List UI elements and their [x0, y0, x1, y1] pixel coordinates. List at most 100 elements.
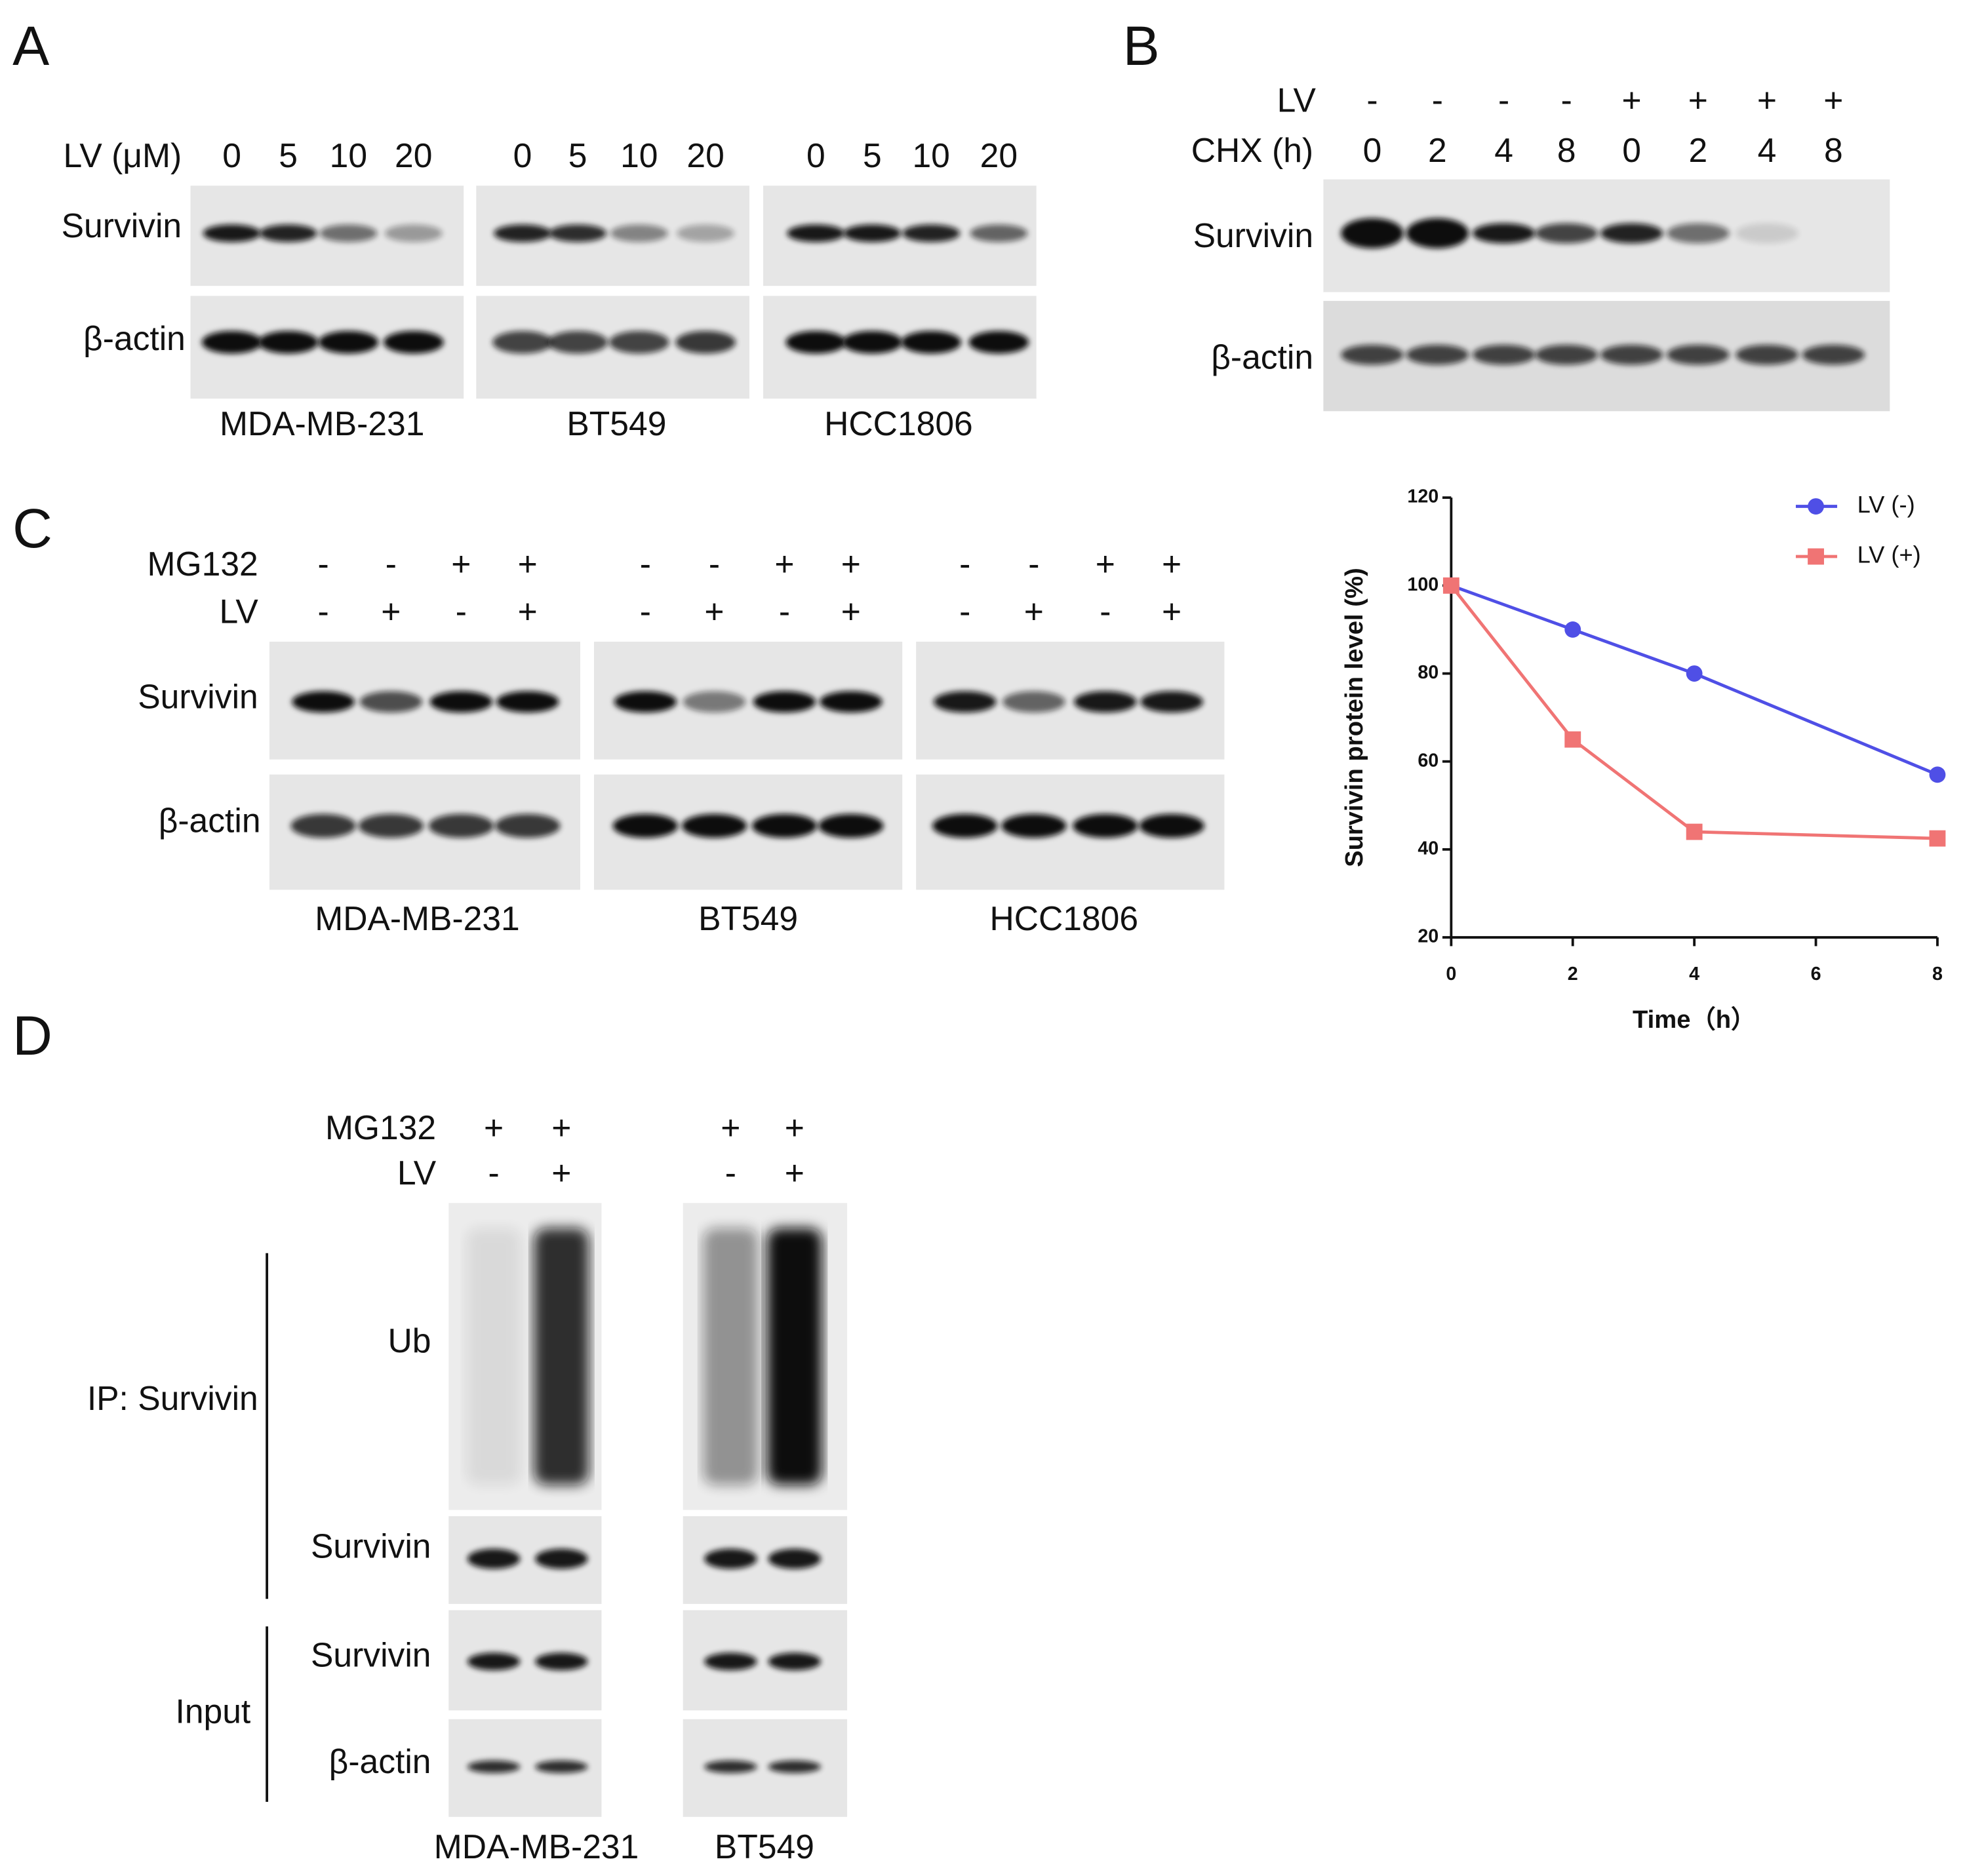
lane-label: 0 [806, 136, 825, 174]
row-label: Survivin [311, 1527, 431, 1565]
lane-label: + [785, 1108, 804, 1146]
lane-label: 10 [330, 136, 367, 174]
protein-band [258, 330, 319, 354]
lane-label: - [725, 1154, 736, 1192]
panel-label: C [12, 498, 52, 559]
ubiquitin-smear [466, 1228, 522, 1485]
lane-label: 20 [980, 136, 1018, 174]
cell-line-label: MDA-MB-231 [434, 1827, 639, 1866]
lane-label: + [518, 593, 538, 631]
protein-band [1139, 813, 1204, 838]
protein-band [704, 1760, 757, 1773]
ubiquitin-smear [766, 1228, 822, 1485]
lane-label: 5 [279, 136, 298, 174]
protein-band [1341, 218, 1404, 248]
protein-band [1073, 813, 1138, 838]
lane-label: 20 [395, 136, 432, 174]
protein-band [1074, 691, 1137, 713]
marker [1686, 665, 1703, 682]
protein-band [751, 813, 818, 838]
lane-label: + [1096, 545, 1115, 583]
lane-label: - [1432, 81, 1443, 119]
lane-label: 8 [1824, 131, 1843, 169]
protein-band [535, 1760, 588, 1773]
protein-band [1535, 344, 1598, 365]
treatment-label: MG132 [148, 545, 258, 583]
lane-label: 5 [863, 136, 882, 174]
lane-label: + [451, 545, 471, 583]
protein-band [1002, 691, 1065, 713]
lane-label: + [381, 593, 401, 631]
lane-label: - [1366, 81, 1378, 119]
protein-band [203, 224, 261, 243]
marker [1442, 577, 1459, 594]
lane-label: - [456, 593, 467, 631]
lane-label: + [1162, 545, 1181, 583]
lane-label: + [1162, 593, 1181, 631]
row-label: Survivin [138, 678, 258, 716]
lane-label: + [1757, 81, 1777, 119]
lane-label: 10 [620, 136, 658, 174]
protein-band [496, 691, 559, 713]
protein-band [704, 1652, 757, 1671]
cell-line-label: MDA-MB-231 [220, 404, 425, 442]
protein-band [494, 224, 551, 243]
section-label: Input [176, 1692, 251, 1730]
x-tick-label: 6 [1811, 964, 1821, 985]
protein-band [677, 224, 735, 243]
lane-label: 4 [1494, 131, 1513, 169]
legend-label: LV (+) [1857, 541, 1921, 568]
cell-line-label: BT549 [566, 404, 666, 442]
lane-label: 0 [222, 136, 241, 174]
lane-label: - [386, 545, 397, 583]
protein-band [1600, 344, 1663, 365]
lane-label: 2 [1428, 131, 1447, 169]
protein-band [467, 1548, 521, 1569]
y-axis-label: Survivin protein level (%) [1340, 568, 1368, 867]
row-label: β-actin [83, 319, 186, 357]
protein-band [429, 691, 493, 713]
protein-band [535, 1652, 588, 1671]
protein-band [494, 813, 561, 838]
protein-band [1472, 223, 1536, 244]
lane-label: + [1622, 81, 1642, 119]
protein-band [753, 691, 816, 713]
protein-band [785, 330, 846, 354]
lane-label: + [1823, 81, 1843, 119]
protein-band [933, 691, 997, 713]
lane-label: 0 [1622, 131, 1641, 169]
protein-band [614, 691, 677, 713]
lane-label: - [1100, 593, 1111, 631]
ubiquitin-smear [703, 1228, 759, 1485]
protein-band [968, 330, 1029, 354]
treatment-label: MG132 [325, 1108, 436, 1146]
ubiquitin-smear [534, 1228, 589, 1485]
protein-band [1736, 344, 1798, 365]
legend-marker [1808, 548, 1824, 565]
lane-label: - [640, 593, 651, 631]
protein-band [768, 1760, 821, 1773]
lane-label: 0 [513, 136, 532, 174]
data-line [1450, 584, 1938, 777]
protein-band [359, 691, 423, 713]
x-tick-label: 2 [1568, 964, 1578, 985]
lane-label: - [1561, 81, 1572, 119]
y-tick-label: 20 [1418, 926, 1439, 947]
lane-label: - [1498, 81, 1509, 119]
lane-label: 10 [912, 136, 949, 174]
protein-band [1667, 344, 1730, 365]
lane-label: + [518, 545, 538, 583]
lane-label: 20 [686, 136, 724, 174]
x-tick-label: 0 [1446, 964, 1456, 985]
lane-label: - [1028, 545, 1039, 583]
protein-band [704, 1548, 757, 1569]
protein-band [1472, 344, 1536, 365]
lane-label: - [488, 1154, 499, 1192]
protein-band [383, 330, 444, 354]
protein-band [901, 330, 962, 354]
lane-label: - [318, 545, 329, 583]
protein-band [384, 224, 443, 243]
treatment-label: LV [219, 593, 258, 631]
lane-label: + [1024, 593, 1044, 631]
